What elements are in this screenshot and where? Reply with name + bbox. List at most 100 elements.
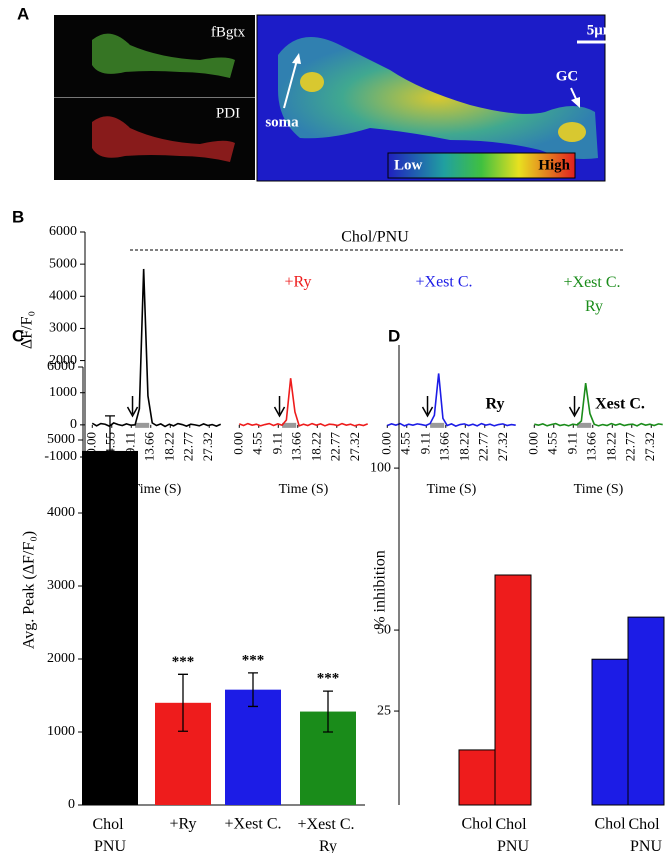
bar-label: Chol PNU <box>628 816 663 853</box>
bar <box>627 616 665 806</box>
highlight <box>430 422 445 428</box>
significance: *** <box>172 654 195 670</box>
x-tick-label: 0.00 <box>83 432 98 455</box>
stimulus-arrowhead <box>273 406 286 418</box>
error-bar <box>248 672 258 708</box>
x-tick-label: +Xest C. Ry <box>297 816 358 853</box>
y-axis-label: Avg. Peak (ΔF/F₀) <box>21 531 38 649</box>
scale-label: 5μm <box>587 22 616 38</box>
x-tick-label: 9.11 <box>269 432 284 454</box>
x-tick-label: 13.66 <box>584 432 599 462</box>
cell-red <box>92 116 235 162</box>
error-bar <box>323 690 333 733</box>
colorbar-low: Low <box>394 157 423 173</box>
highlight <box>577 422 592 428</box>
x-tick-label: 0.00 <box>525 432 540 455</box>
panel-label: A <box>17 4 29 23</box>
arrow <box>283 59 298 109</box>
panel-label: C <box>12 326 24 345</box>
x-tick-label: 18.22 <box>161 432 176 461</box>
hotspot <box>300 72 324 92</box>
y-axis-label: ΔF/F₀ <box>19 311 36 349</box>
panel-label: B <box>12 207 24 226</box>
y-tick-label: 6000 <box>49 224 77 239</box>
x-tick-label: 27.32 <box>347 432 362 461</box>
y-tick-label: 6000 <box>47 359 75 374</box>
bar <box>494 574 532 806</box>
y-tick-label: 1000 <box>47 724 75 739</box>
y-tick-label: 0 <box>70 417 77 432</box>
y-tick-label: -1000 <box>44 449 77 464</box>
y-tick-label: 2000 <box>49 353 77 368</box>
panel-a: A fBgtx PDI 5μm soma GC Low High <box>17 4 625 182</box>
bar <box>82 450 138 805</box>
bar <box>458 749 496 806</box>
x-tick-label: 4.55 <box>398 432 413 455</box>
series-label: +Ry <box>284 274 311 291</box>
x-tick-label: 22.77 <box>181 432 196 462</box>
colorbar-high: High <box>538 157 570 173</box>
cell-green <box>92 33 235 78</box>
x-tick-label: 18.22 <box>308 432 323 461</box>
x-axis-label: Time (S) <box>427 482 477 497</box>
x-tick-label: 13.66 <box>142 432 157 462</box>
x-tick-label: 0.00 <box>378 432 393 455</box>
annotation: soma <box>265 114 299 130</box>
x-tick-label: 4.55 <box>545 432 560 455</box>
highlight <box>282 422 297 428</box>
arrowhead <box>571 97 580 108</box>
y-tick-label: 4000 <box>47 505 75 520</box>
x-tick-label: 27.32 <box>495 432 510 461</box>
x-axis-label: Time (S) <box>132 482 182 497</box>
x-tick-label: 18.22 <box>603 432 618 461</box>
trace <box>534 382 663 427</box>
group-label: Ry <box>486 396 505 413</box>
highlight <box>135 422 150 428</box>
significance: *** <box>317 671 340 687</box>
y-tick-label: 3000 <box>47 578 75 593</box>
x-tick-label: +Xest C. <box>224 816 281 833</box>
y-tick-label: 3000 <box>49 321 77 336</box>
x-tick-label: 22.77 <box>328 432 343 462</box>
bar-label: Chol <box>461 816 493 833</box>
cell-heatmap <box>278 37 598 159</box>
y-tick-label: 0 <box>68 797 75 812</box>
x-tick-label: 27.32 <box>642 432 657 461</box>
y-tick-label: 50 <box>377 622 391 637</box>
y-tick-label: 2000 <box>47 651 75 666</box>
trace <box>386 373 516 428</box>
x-tick-label: 13.66 <box>437 432 452 462</box>
trace <box>238 378 369 427</box>
x-tick-label: 9.11 <box>417 432 432 454</box>
arrowhead <box>292 53 301 64</box>
stimulus-arrowhead <box>568 406 581 418</box>
group-label: Xest C. <box>595 396 645 413</box>
x-tick-label: 4.55 <box>250 432 265 455</box>
x-axis-label: Time (S) <box>574 482 624 497</box>
trace <box>91 268 222 428</box>
y-tick-label: 5000 <box>49 256 77 271</box>
y-tick-label: 25 <box>377 703 391 718</box>
annotation: GC <box>556 68 579 84</box>
channel-label: fBgtx <box>211 24 246 40</box>
x-axis-label: Time (S) <box>279 482 329 497</box>
series-label: +Xest C. <box>415 274 472 291</box>
bar-label: Chol <box>594 816 626 833</box>
x-tick-label: 0.00 <box>230 432 245 455</box>
bar <box>225 689 281 805</box>
x-tick-label: 18.22 <box>456 432 471 461</box>
colorbar <box>387 152 576 179</box>
significance: *** <box>242 652 265 668</box>
stimulus-arrowhead <box>421 406 434 418</box>
x-tick-label: 9.11 <box>122 432 137 454</box>
x-tick-label: 22.77 <box>623 432 638 462</box>
bar-label: Chol PNU <box>495 816 530 853</box>
chart-title: Chol/PNU <box>341 229 409 246</box>
y-tick-label: 100 <box>370 460 391 475</box>
x-tick-label: 13.66 <box>289 432 304 462</box>
x-tick-label: 27.32 <box>200 432 215 461</box>
panel-label: D <box>388 326 400 345</box>
x-tick-label: Chol PNU <box>92 816 127 853</box>
hotspot <box>558 122 586 142</box>
